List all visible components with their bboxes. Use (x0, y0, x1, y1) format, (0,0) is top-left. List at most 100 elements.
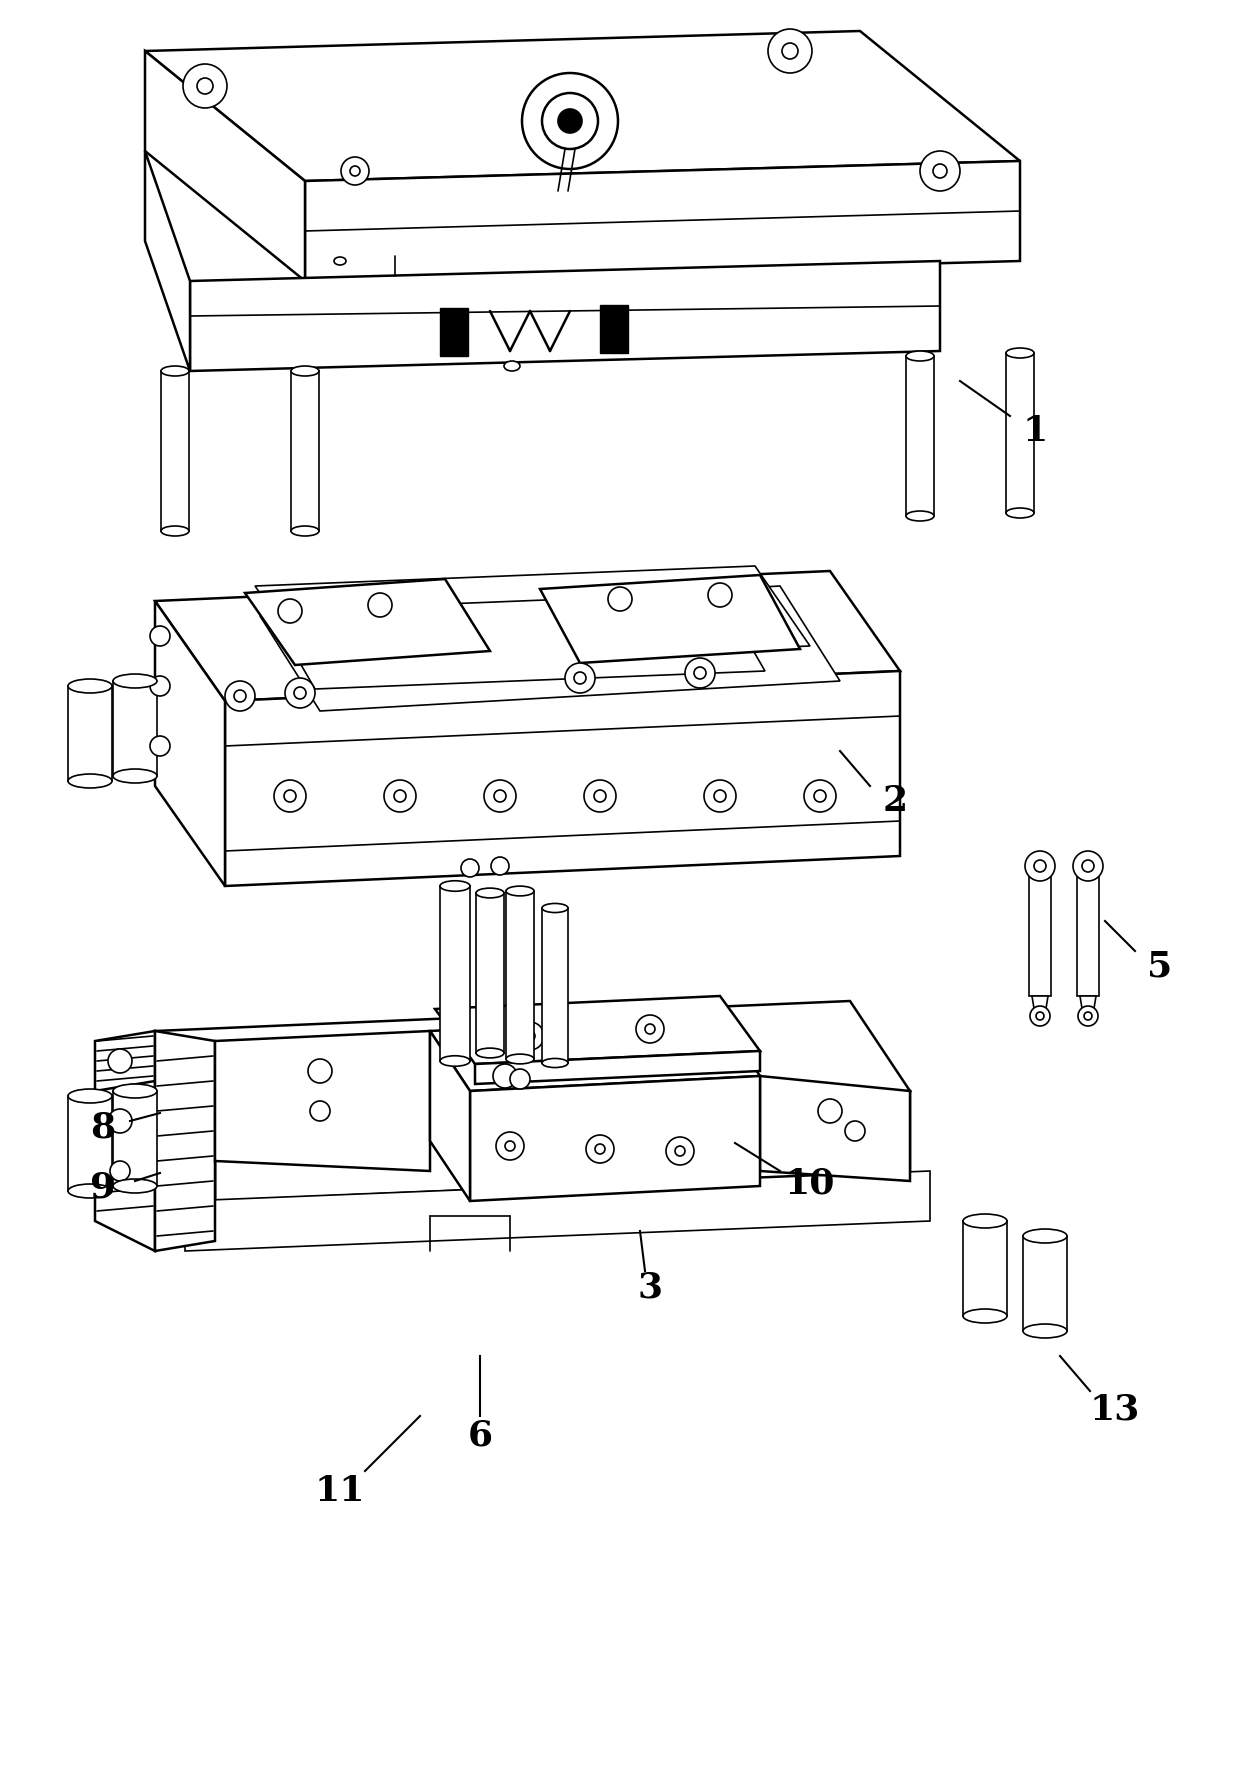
Circle shape (636, 1015, 663, 1043)
Polygon shape (224, 671, 900, 886)
Circle shape (704, 779, 737, 811)
Bar (440, 308, 467, 356)
Circle shape (1035, 1011, 1044, 1020)
Ellipse shape (113, 1179, 157, 1194)
Polygon shape (68, 685, 112, 781)
Circle shape (310, 1102, 330, 1121)
Polygon shape (430, 1031, 470, 1201)
Polygon shape (542, 909, 568, 1063)
Circle shape (522, 73, 618, 168)
Circle shape (341, 158, 370, 184)
Polygon shape (475, 1050, 760, 1084)
Circle shape (384, 779, 415, 811)
Circle shape (920, 151, 960, 191)
Circle shape (1078, 1006, 1097, 1025)
Circle shape (768, 28, 812, 73)
Circle shape (584, 779, 616, 811)
Ellipse shape (963, 1213, 1007, 1227)
Polygon shape (113, 1091, 157, 1187)
Text: 2: 2 (883, 785, 908, 818)
Polygon shape (305, 161, 1021, 282)
Circle shape (516, 1022, 544, 1050)
Ellipse shape (291, 367, 319, 375)
Circle shape (350, 166, 360, 175)
Text: 10: 10 (785, 1167, 836, 1201)
Ellipse shape (963, 1309, 1007, 1323)
Circle shape (461, 859, 479, 877)
Polygon shape (145, 51, 305, 282)
Circle shape (110, 1162, 130, 1181)
Polygon shape (215, 1031, 430, 1171)
Ellipse shape (113, 1084, 157, 1098)
Polygon shape (155, 1031, 215, 1250)
Circle shape (1083, 861, 1094, 871)
Ellipse shape (68, 678, 112, 692)
Ellipse shape (68, 1089, 112, 1103)
Circle shape (1030, 1006, 1050, 1025)
Circle shape (565, 662, 595, 692)
Polygon shape (476, 893, 503, 1054)
Circle shape (694, 668, 706, 678)
Circle shape (108, 1048, 131, 1073)
Circle shape (284, 790, 296, 802)
Polygon shape (539, 576, 800, 662)
Ellipse shape (906, 351, 934, 361)
Circle shape (494, 790, 506, 802)
Ellipse shape (440, 1056, 470, 1066)
Ellipse shape (542, 903, 568, 912)
Circle shape (595, 1144, 605, 1155)
Circle shape (587, 1135, 614, 1164)
Circle shape (484, 779, 516, 811)
Ellipse shape (1006, 347, 1034, 358)
Circle shape (510, 1070, 529, 1089)
Polygon shape (1029, 866, 1052, 995)
Circle shape (804, 779, 836, 811)
Polygon shape (270, 593, 765, 689)
Polygon shape (155, 600, 224, 886)
Circle shape (525, 1031, 534, 1041)
Text: 6: 6 (467, 1419, 492, 1452)
Polygon shape (1032, 995, 1048, 1022)
Ellipse shape (476, 887, 503, 898)
Polygon shape (430, 1017, 760, 1091)
Circle shape (496, 1132, 525, 1160)
Text: 8: 8 (91, 1110, 115, 1146)
Circle shape (150, 737, 170, 756)
Circle shape (714, 790, 725, 802)
Polygon shape (185, 1171, 930, 1250)
Circle shape (234, 691, 246, 701)
Text: 3: 3 (637, 1272, 662, 1305)
Polygon shape (435, 995, 760, 1064)
Polygon shape (95, 1091, 155, 1250)
Circle shape (150, 677, 170, 696)
Circle shape (285, 678, 315, 708)
Text: 9: 9 (91, 1171, 115, 1204)
Ellipse shape (506, 1054, 534, 1064)
Polygon shape (155, 570, 900, 701)
Ellipse shape (161, 367, 188, 375)
Polygon shape (95, 1031, 155, 1091)
Circle shape (844, 1121, 866, 1141)
Circle shape (294, 687, 306, 700)
Text: 13: 13 (1090, 1392, 1141, 1426)
Text: 5: 5 (1147, 949, 1173, 983)
Ellipse shape (291, 526, 319, 537)
Polygon shape (963, 1220, 1007, 1316)
Circle shape (1025, 852, 1055, 880)
Circle shape (491, 857, 508, 875)
Ellipse shape (906, 512, 934, 521)
Circle shape (1084, 1011, 1092, 1020)
Circle shape (594, 790, 606, 802)
Ellipse shape (1006, 508, 1034, 517)
Ellipse shape (1023, 1229, 1066, 1243)
Circle shape (150, 625, 170, 646)
Ellipse shape (440, 880, 470, 891)
Polygon shape (1078, 866, 1099, 995)
Ellipse shape (506, 886, 534, 896)
Circle shape (645, 1024, 655, 1034)
Circle shape (1034, 861, 1047, 871)
Circle shape (494, 1064, 517, 1087)
Polygon shape (255, 567, 810, 666)
Circle shape (684, 659, 715, 687)
Circle shape (608, 586, 632, 611)
